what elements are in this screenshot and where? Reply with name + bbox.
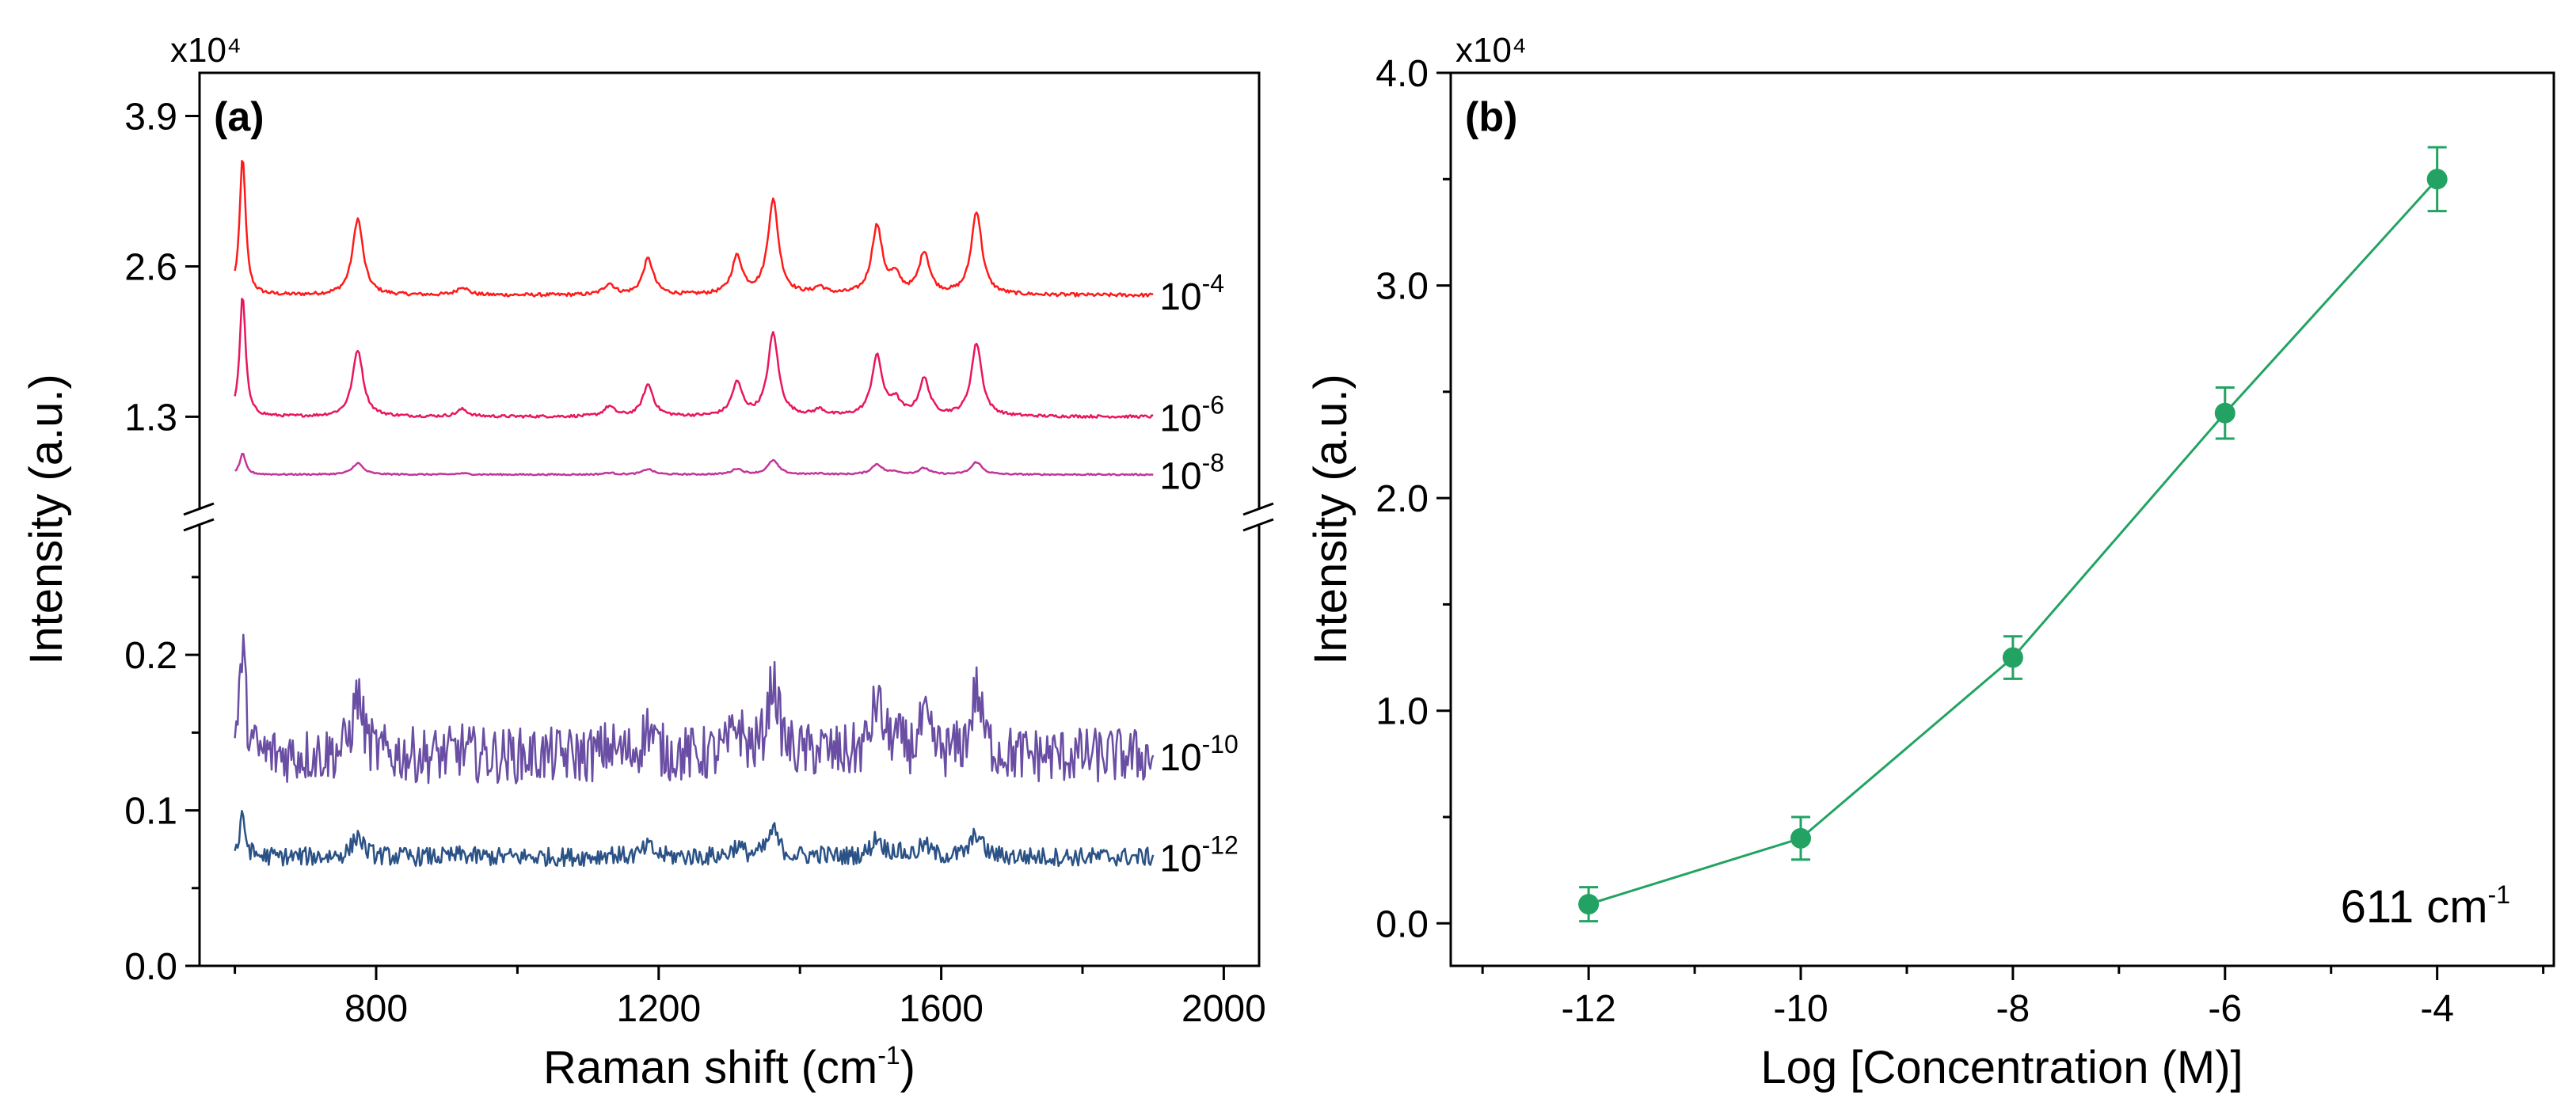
- chart-b-data-point: [2214, 402, 2235, 424]
- chart-a-break-gap-right: [1245, 508, 1272, 526]
- chart-a-series-label: 10-8: [1159, 448, 1224, 497]
- chart-a: x10⁴ 800 1200 1600 2000 1.32.63.90.00.10.2 …: [21, 31, 1274, 1093]
- chart-a-break-mark-right-2: [1242, 518, 1274, 532]
- chart-a-y-tick-label: 0.0: [124, 946, 177, 988]
- chart-b-x-label: Log [Concentration (M)]: [1760, 1042, 2243, 1093]
- chart-a-x-tick-label: 1200: [616, 988, 701, 1030]
- chart-b-y-tick-label: 1.0: [1376, 691, 1429, 733]
- chart-a-break-mark-right-1: [1242, 502, 1274, 516]
- chart-b-y-tick-label: 4.0: [1376, 53, 1429, 95]
- chart-a-series-line: [234, 160, 1154, 298]
- chart-b-data-point: [1790, 827, 1812, 849]
- chart-a-y-label: Intensity (a.u.): [21, 374, 72, 664]
- chart-b-x-tick-label: -6: [2208, 988, 2242, 1030]
- chart-b-x-tick-label: -12: [1561, 988, 1615, 1030]
- chart-a-series-label: 10-4: [1159, 269, 1224, 318]
- chart-b: x10⁴ -12 -10 -8 -6 -4 0.0 1.0 2.0 3.0 4.0 (b) Lo…: [1305, 31, 2555, 1093]
- chart-a-series-line: [234, 633, 1155, 785]
- chart-a-y-tick-label: 1.3: [124, 397, 177, 439]
- chart-a-series-label: 10-12: [1159, 831, 1239, 880]
- chart-b-annotation: 611 cm-1: [2341, 880, 2510, 933]
- chart-a-series-line: [234, 298, 1154, 420]
- chart-a-y-multiplier: x10⁴: [170, 31, 242, 70]
- chart-b-y-multiplier: x10⁴: [1455, 31, 1527, 70]
- chart-a-series-line: [234, 453, 1154, 477]
- chart-a-series-label: 10-6: [1159, 390, 1224, 439]
- chart-a-break-mark-left-1: [183, 502, 215, 516]
- chart-b-x-tick-label: -10: [1773, 988, 1828, 1030]
- chart-a-x-tick-label: 1600: [899, 988, 984, 1030]
- chart-a-x-tick-label: 2000: [1181, 988, 1266, 1030]
- chart-a-break-mark-left-2: [183, 518, 215, 532]
- chart-b-series-line: [1588, 178, 2438, 906]
- chart-b-panel-label: (b): [1465, 94, 1517, 140]
- chart-a-series-line: [234, 810, 1155, 868]
- chart-a-y-tick-label: 2.6: [124, 246, 177, 288]
- chart-a-y-tick-label: 0.2: [124, 635, 177, 677]
- chart-b-x-tick-label: -8: [1996, 988, 2030, 1030]
- chart-a-panel-label: (a): [214, 94, 264, 140]
- chart-a-x-tick-label: 800: [344, 988, 408, 1030]
- chart-b-data-point: [2426, 169, 2448, 190]
- chart-b-data-point: [1578, 894, 1600, 915]
- chart-a-x-label: Raman shift (cm-1): [543, 1041, 915, 1093]
- chart-a-y-tick-label: 0.1: [124, 791, 177, 833]
- chart-b-y-tick-label: 0.0: [1376, 903, 1429, 945]
- chart-b-y-label: Intensity (a.u.): [1305, 374, 1356, 664]
- chart-b-y-tick-label: 2.0: [1376, 478, 1429, 520]
- chart-b-y-tick-label: 3.0: [1376, 266, 1429, 308]
- chart-b-data-point: [2002, 647, 2023, 668]
- chart-a-y-tick-label: 3.9: [124, 97, 177, 139]
- chart-a-series-label: 10-10: [1159, 730, 1239, 779]
- chart-b-x-tick-label: -4: [2420, 988, 2454, 1030]
- chart-b-frame: [1449, 71, 2555, 967]
